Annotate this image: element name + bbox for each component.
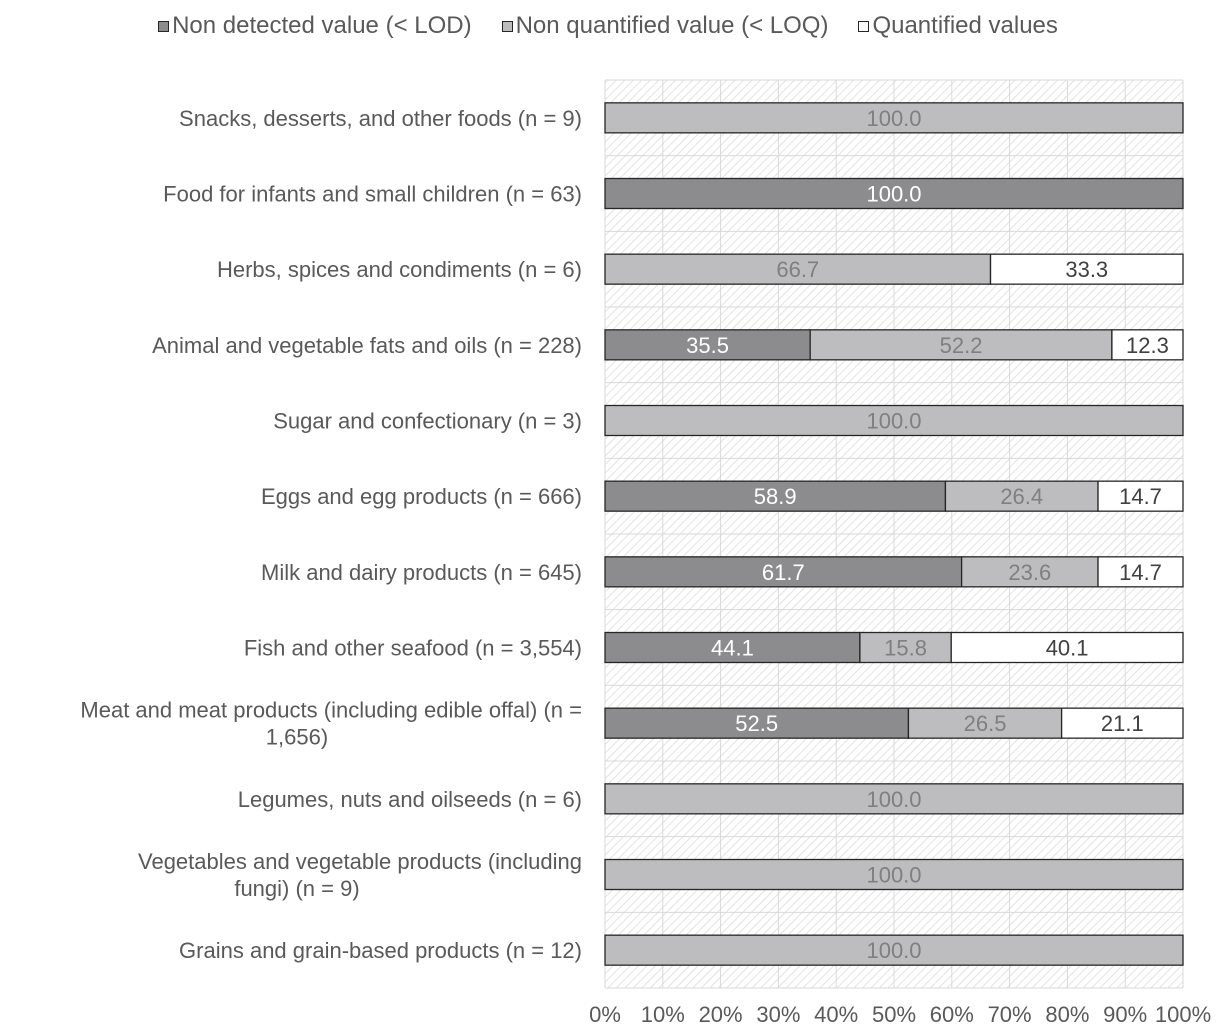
bar-segment — [604, 404, 1184, 437]
bar-segment — [604, 329, 811, 361]
bar-segment — [604, 934, 1184, 966]
x-tick-label: 80% — [1045, 1002, 1089, 1026]
bar-segment — [604, 480, 947, 512]
legend-label-lod: Non detected value (< LOD) — [172, 12, 472, 39]
bar-segment — [604, 631, 861, 664]
bar-segment — [960, 556, 1099, 588]
bar-segment — [989, 253, 1184, 285]
category-label: Milk and dairy products (n = 645) — [261, 560, 582, 585]
bar-value-label: 100.0 — [866, 182, 921, 207]
category-label: Eggs and egg products (n = 666) — [261, 484, 582, 509]
bar-value-label: 15.8 — [884, 636, 927, 661]
bar-segment — [1097, 480, 1184, 512]
category-label: Food for infants and small children (n =… — [163, 182, 582, 207]
bar-value-label: 100.0 — [866, 863, 921, 888]
x-tick-label: 60% — [930, 1002, 974, 1026]
bar-segment — [604, 707, 910, 739]
bars: 100.0 100.0 66.7 33.3 35.5 52.2 12.3 100.0 58.9 2… — [604, 102, 1184, 966]
x-tick-label: 30% — [756, 1002, 800, 1026]
bar-segment — [950, 631, 1184, 664]
legend: Non detected value (< LOD) Non quantifie… — [0, 12, 1216, 40]
legend-item-quantified: Quantified values — [858, 12, 1058, 40]
legend-item-lod: Non detected value (< LOD) — [158, 12, 472, 40]
category-label: Vegetables and vegetable products (inclu… — [138, 849, 582, 874]
bar-value-label: 12.3 — [1126, 333, 1169, 358]
legend-swatch-loq — [501, 20, 513, 32]
bar-value-label: 66.7 — [776, 257, 819, 282]
bar-segment — [1097, 556, 1184, 588]
bar-value-label: 58.9 — [754, 484, 797, 509]
bar-value-label: 52.5 — [735, 711, 778, 736]
bar-segment — [907, 707, 1063, 739]
category-label: Snacks, desserts, and other foods (n = 9… — [179, 106, 582, 131]
category-label: Grains and grain-based products (n = 12) — [179, 938, 582, 963]
x-tick-label: 20% — [699, 1002, 743, 1026]
bar-value-label: 100.0 — [866, 787, 921, 812]
legend-label-loq: Non quantified value (< LOQ) — [515, 12, 829, 39]
x-tick-label: 100% — [1155, 1002, 1211, 1026]
bar-value-label: 14.7 — [1119, 560, 1162, 585]
category-label: Sugar and confectionary (n = 3) — [273, 409, 582, 434]
category-label: Herbs, spices and condiments (n = 6) — [217, 257, 582, 282]
category-label: Meat and meat products (including edible… — [80, 698, 582, 723]
bar-value-label: 21.1 — [1101, 711, 1144, 736]
bar-segment — [1060, 707, 1184, 739]
category-label: Legumes, nuts and oilseeds (n = 6) — [238, 787, 582, 812]
bar-value-label: 23.6 — [1008, 560, 1051, 585]
bar-value-label: 100.0 — [866, 106, 921, 131]
category-labels: Snacks, desserts, and other foods (n = 9… — [80, 106, 582, 963]
bar-value-label: 35.5 — [686, 333, 729, 358]
legend-label-quantified: Quantified values — [872, 12, 1058, 39]
category-label: Fish and other seafood (n = 3,554) — [244, 636, 582, 661]
bar-segment — [604, 858, 1184, 891]
bar-segment — [604, 177, 1184, 210]
x-tick-label: 10% — [641, 1002, 685, 1026]
bar-value-label: 100.0 — [866, 409, 921, 434]
category-label: fungi) (n = 9) — [234, 876, 359, 901]
bar-value-label: 44.1 — [711, 636, 754, 661]
bar-segment — [1111, 329, 1184, 361]
bar-value-label: 52.2 — [940, 333, 983, 358]
bar-value-label: 26.5 — [964, 711, 1007, 736]
bar-segment — [809, 329, 1113, 361]
bar-segment — [604, 783, 1184, 815]
x-tick-label: 40% — [814, 1002, 858, 1026]
bar-value-label: 100.0 — [866, 938, 921, 963]
bar-value-label: 14.7 — [1119, 484, 1162, 509]
x-tick-label: 90% — [1103, 1002, 1147, 1026]
bar-segment — [604, 556, 963, 588]
x-axis-ticks: 0% 10% 20% 30% 40% 50% 60% 70% 80% 90% 100% — [589, 1002, 1211, 1026]
bar-value-label: 33.3 — [1065, 257, 1108, 282]
x-tick-label: 0% — [589, 1002, 621, 1026]
bar-segment — [859, 631, 952, 664]
bar-segment — [604, 102, 1184, 134]
bar-value-label: 26.4 — [1000, 484, 1043, 509]
x-tick-label: 70% — [988, 1002, 1032, 1026]
x-tick-label: 50% — [872, 1002, 916, 1026]
legend-swatch-quantified — [858, 20, 870, 32]
bar-value-label: 61.7 — [762, 560, 805, 585]
category-label: Animal and vegetable fats and oils (n = … — [152, 333, 582, 358]
category-label: 1,656) — [266, 725, 328, 750]
bar-value-label: 40.1 — [1046, 636, 1089, 661]
legend-swatch-lod — [158, 20, 170, 32]
legend-item-loq: Non quantified value (< LOQ) — [501, 12, 829, 40]
